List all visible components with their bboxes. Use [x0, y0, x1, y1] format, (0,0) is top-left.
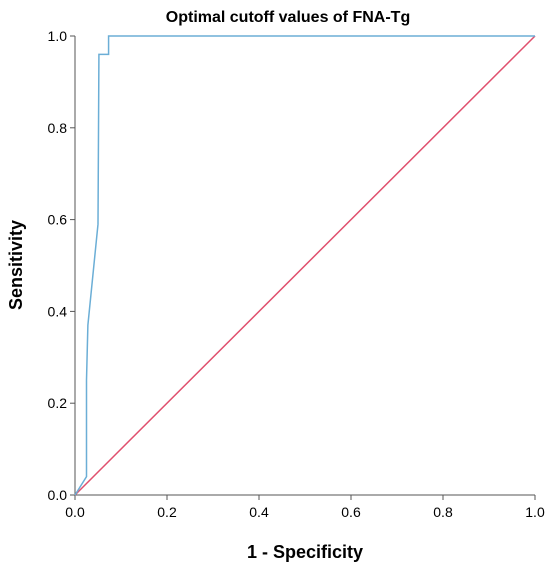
reference-diagonal-line	[74, 35, 536, 496]
plot-area: 0.0 0.2 0.4 0.6 0.8 1.0 0.0 0.2 0.4 0.6 0.8 1.0	[48, 28, 545, 520]
x-tick-label: 0.2	[157, 504, 177, 520]
y-tick-label: 0.6	[48, 212, 68, 228]
y-axis-label: Sensitivity	[6, 220, 26, 310]
y-tick-label: 0.2	[48, 395, 68, 411]
x-tick-label: 0.8	[433, 504, 453, 520]
x-axis-label: 1 - Specificity	[247, 542, 363, 562]
x-tick-label: 0.0	[65, 504, 85, 520]
chart-title: Optimal cutoff values of FNA-Tg	[166, 9, 410, 26]
y-tick-label: 0.4	[48, 303, 68, 319]
roc-curve-line	[74, 35, 535, 496]
x-tick-label: 0.6	[341, 504, 361, 520]
x-tick-label: 0.4	[249, 504, 269, 520]
y-tick-label: 0.0	[48, 487, 68, 503]
y-tick-label: 0.8	[48, 120, 68, 136]
x-tick-label: 1.0	[525, 504, 545, 520]
y-tick-label: 1.0	[48, 28, 68, 44]
